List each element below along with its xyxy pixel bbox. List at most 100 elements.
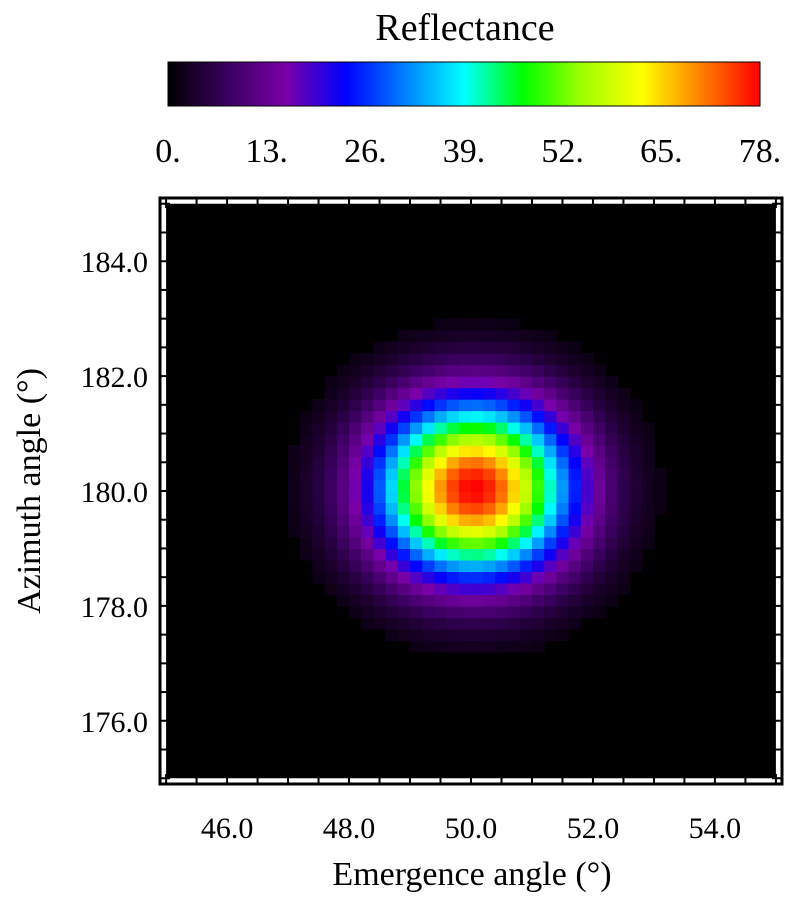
heatmap-cell (422, 617, 436, 630)
heatmap-cell (397, 422, 411, 435)
heatmap-cell (373, 559, 387, 573)
heatmap-cell (361, 525, 375, 538)
heatmap-cell (519, 364, 533, 377)
heatmap-cell (556, 513, 570, 527)
heatmap-cell (556, 594, 570, 607)
heatmap-cell (434, 364, 448, 377)
heatmap-cell (410, 341, 423, 354)
heatmap-cell (629, 502, 643, 515)
heatmap-cell (312, 513, 326, 527)
heatmap-cell (641, 456, 655, 469)
heatmap-cell (434, 640, 448, 653)
heatmap-cell (385, 353, 399, 366)
heatmap-cell (397, 479, 411, 492)
heatmap-cell (580, 445, 594, 458)
heatmap-cell (349, 353, 362, 366)
heatmap-cell (458, 399, 472, 412)
heatmap-cell (410, 617, 423, 630)
heatmap-cell (544, 468, 557, 481)
heatmap-cell (605, 376, 618, 389)
heatmap-cell (471, 582, 484, 596)
heatmap-cell (544, 536, 557, 550)
heatmap-cell (434, 399, 448, 412)
heatmap-cell (434, 479, 448, 492)
heatmap-cell (336, 594, 350, 607)
heatmap-cell (653, 479, 667, 492)
heatmap-cell (458, 513, 472, 527)
heatmap-cell (422, 376, 436, 389)
heatmap-cell (336, 559, 350, 573)
heatmap-cell (641, 433, 655, 446)
heatmap-cell (617, 525, 631, 538)
heatmap-cell (495, 330, 509, 343)
heatmap-cell (531, 525, 545, 538)
heatmap-cell (434, 433, 448, 446)
heatmap-cell (653, 491, 667, 504)
heatmap-cell (629, 422, 643, 435)
heatmap-cell (324, 399, 338, 412)
heatmap-cell (605, 502, 618, 515)
heatmap-cell (495, 640, 509, 653)
heatmap-cell (605, 410, 618, 423)
heatmap-cell (556, 387, 570, 400)
heatmap-cell (458, 422, 472, 435)
heatmap-cell (641, 513, 655, 527)
heatmap-cell (446, 491, 460, 504)
heatmap-cell (605, 548, 618, 561)
heatmap-cell (495, 525, 509, 538)
heatmap-cell (531, 364, 545, 377)
heatmap-cell (592, 594, 606, 607)
heatmap-cell (507, 559, 521, 573)
heatmap-cell (300, 468, 314, 481)
heatmap-cell (422, 353, 436, 366)
heatmap-cell (471, 617, 484, 630)
heatmap-cell (410, 468, 423, 481)
heatmap-cell (336, 410, 350, 423)
heatmap-cell (458, 479, 472, 492)
y-axis-label: Azimuth angle (°) (11, 368, 48, 614)
heatmap-cell (336, 422, 350, 435)
heatmap-cell (458, 376, 472, 389)
heatmap-cell (312, 399, 326, 412)
heatmap-cell (544, 410, 557, 423)
heatmap-cell (397, 364, 411, 377)
heatmap-cell (580, 422, 594, 435)
heatmap-cell (349, 582, 362, 596)
heatmap-cell (434, 422, 448, 435)
heatmap-cell (507, 341, 521, 354)
heatmap-cell (568, 364, 582, 377)
heatmap-cell (605, 594, 618, 607)
heatmap-cell (531, 330, 545, 343)
heatmap-cell (495, 318, 509, 331)
heatmap-cell (312, 548, 326, 561)
heatmap-cell (605, 399, 618, 412)
heatmap-cell (397, 456, 411, 469)
heatmap-cell (373, 445, 387, 458)
heatmap-cell (349, 513, 362, 527)
heatmap-cell (519, 502, 533, 515)
heatmap-cell (336, 376, 350, 389)
colorbar (167, 61, 761, 107)
heatmap-cell (385, 502, 399, 515)
heatmap-cell (556, 617, 570, 630)
heatmap-cell (568, 582, 582, 596)
heatmap-cell (471, 502, 484, 515)
heatmap-cell (434, 353, 448, 366)
heatmap-cell (324, 479, 338, 492)
heatmap-cell (410, 364, 423, 377)
heatmap-cell (495, 399, 509, 412)
heatmap-cell (592, 376, 606, 389)
heatmap-cell (336, 525, 350, 538)
heatmap-cell (300, 479, 314, 492)
heatmap-cell (410, 502, 423, 515)
heatmap-cell (605, 571, 618, 584)
heatmap-cell (544, 330, 557, 343)
heatmap-cell (471, 536, 484, 550)
heatmap-cell (641, 491, 655, 504)
heatmap-cell (471, 513, 484, 527)
heatmap-cell (434, 468, 448, 481)
heatmap-cell (568, 605, 582, 618)
heatmap-cell (519, 536, 533, 550)
heatmap-cell (385, 364, 399, 377)
heatmap-cell (483, 605, 496, 618)
